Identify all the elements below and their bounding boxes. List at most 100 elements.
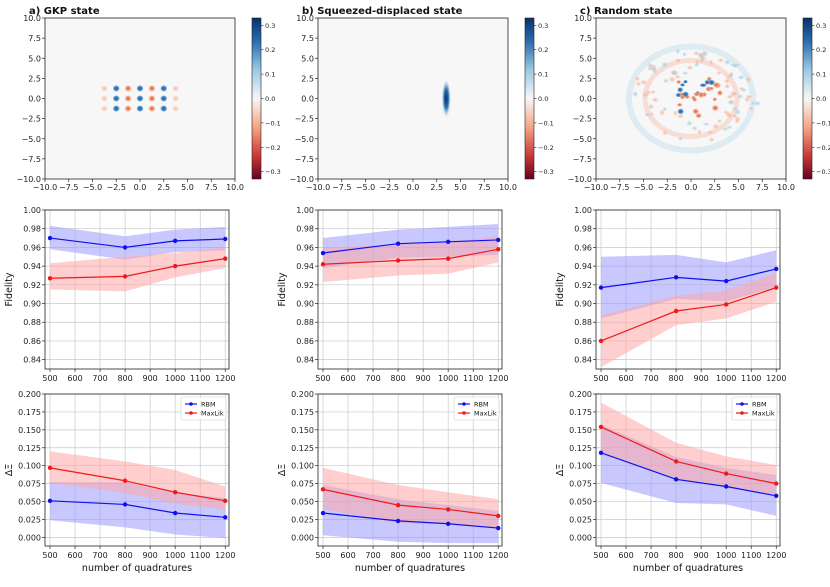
wigner-lobe <box>124 95 132 102</box>
x-tick-label: 800 <box>117 551 132 560</box>
y-tick-label: 0.100 <box>569 462 592 471</box>
x-tick-label: 5.0 <box>454 183 467 192</box>
x-tick-label: 2.5 <box>708 183 721 192</box>
wigner-lobe <box>160 85 168 92</box>
wigner-speckle <box>723 77 731 85</box>
y-tick-label: 0.86 <box>23 337 41 346</box>
data-point-maxlik <box>47 465 53 471</box>
wigner-speckle <box>708 137 715 142</box>
wigner-speckle <box>662 129 668 136</box>
y-tick-label: 0.90 <box>296 300 314 309</box>
data-point-rbm <box>496 237 501 243</box>
y-tick-label: 0.125 <box>569 444 592 453</box>
wigner-lobe <box>148 105 156 112</box>
delta-squeezed-panel: 500 600 700 800 900 1000 1100 1200 0.000 0.025 0.0… <box>277 390 508 574</box>
x-tick-label: 900 <box>143 374 158 383</box>
random-ring <box>642 58 740 139</box>
series-line-maxlik <box>600 426 777 485</box>
y-tick-label: 0.94 <box>296 262 314 271</box>
y-tick-label: −10.0 <box>567 175 592 184</box>
x-tick-label: 800 <box>390 374 405 383</box>
wigner-squeezed-panel: b) Squeezed-displaced state−10.0 −7.5 −5.0… <box>289 6 553 192</box>
data-point-rbm <box>598 285 604 290</box>
wigner-speckle <box>724 83 731 89</box>
x-tick-label: 2.5 <box>430 183 443 192</box>
series-line-maxlik <box>322 248 499 265</box>
x-tick-label: 900 <box>694 551 709 560</box>
x-tick-label: 800 <box>668 551 683 560</box>
wigner-speckle <box>676 102 683 107</box>
data-point-maxlik <box>774 285 779 290</box>
series-line-maxlik <box>49 258 226 279</box>
y-tick-label: −5.0 <box>22 135 41 144</box>
x-tick-label: 800 <box>668 374 683 383</box>
series-line-rbm <box>322 512 499 529</box>
fidelity-squeezed-panel: 500 600 700 800 900 1000 1100 1200 0.84 0.86 0.88 0… <box>277 206 508 383</box>
x-tick-label: 1000 <box>716 551 736 560</box>
colorbar-tick-label: 0.0 <box>538 95 548 103</box>
y-tick-label: 0.000 <box>18 533 41 542</box>
x-tick-label: 900 <box>694 374 709 383</box>
x-tick-label: −10.0 <box>306 183 331 192</box>
y-tick-label: −10.0 <box>289 175 314 184</box>
wigner-speckle <box>744 96 750 103</box>
data-point-rbm <box>47 498 53 504</box>
x-axis-label: number of quadratures <box>82 563 192 574</box>
data-point-maxlik <box>395 258 401 263</box>
colorbar-tick-label: 0.2 <box>538 46 548 54</box>
wigner-lobe <box>160 95 168 102</box>
wigner-speckle <box>726 94 734 100</box>
wigner-speckle <box>643 112 652 117</box>
wigner-speckle <box>648 103 654 110</box>
wigner-lobe <box>136 105 144 112</box>
data-point-maxlik <box>320 262 326 267</box>
squeezed-lobe <box>441 79 451 118</box>
chart-title: b) Squeezed-displaced state <box>302 6 463 17</box>
y-tick-label: 0.92 <box>23 281 41 290</box>
x-tick-label: 900 <box>143 551 158 560</box>
wigner-speckle <box>708 79 716 86</box>
x-tick-label: 1200 <box>215 374 235 383</box>
wigner-speckle <box>708 86 715 91</box>
data-point-maxlik <box>395 502 401 508</box>
x-tick-label: 1000 <box>165 374 185 383</box>
x-tick-label: 500 <box>593 374 608 383</box>
wigner-speckle <box>745 76 752 83</box>
data-point-maxlik <box>223 498 228 504</box>
y-tick-label: 0.98 <box>574 225 592 234</box>
wigner-lobe <box>148 85 156 92</box>
wigner-speckle <box>662 106 668 112</box>
data-point-maxlik <box>774 481 779 486</box>
wigner-lobe <box>160 105 168 112</box>
data-point-rbm <box>445 521 451 526</box>
data-point-maxlik <box>320 487 326 492</box>
wigner-speckle <box>650 64 658 70</box>
wigner-lobe <box>100 95 108 102</box>
wigner-speckle <box>677 108 685 115</box>
wigner-lobe <box>136 85 144 92</box>
x-axis-label: number of quadratures <box>355 563 465 574</box>
y-tick-label: 0.075 <box>569 480 592 489</box>
confidence-band-maxlik <box>323 467 499 529</box>
wigner-speckle <box>635 81 642 87</box>
wigner-speckle <box>698 91 705 99</box>
y-tick-label: 0.100 <box>291 462 314 471</box>
x-tick-label: −7.5 <box>59 183 78 192</box>
legend-label: RBM <box>201 400 216 408</box>
data-point-rbm <box>223 236 228 242</box>
data-point-maxlik <box>122 478 128 483</box>
y-tick-label: 0.000 <box>569 533 592 542</box>
wigner-speckle <box>692 108 700 115</box>
colorbar-tick-label: 0.1 <box>816 71 826 79</box>
wigner-speckle <box>676 113 685 119</box>
y-tick-label: −5.0 <box>573 135 592 144</box>
x-tick-label: 500 <box>315 374 330 383</box>
data-point-rbm <box>774 493 779 499</box>
legend-swatch-marker <box>462 411 466 415</box>
data-point-maxlik <box>723 302 729 307</box>
colorbar-tick-label: −0.2 <box>265 144 281 152</box>
x-tick-label: 500 <box>315 551 330 560</box>
y-tick-label: 7.5 <box>301 34 314 43</box>
